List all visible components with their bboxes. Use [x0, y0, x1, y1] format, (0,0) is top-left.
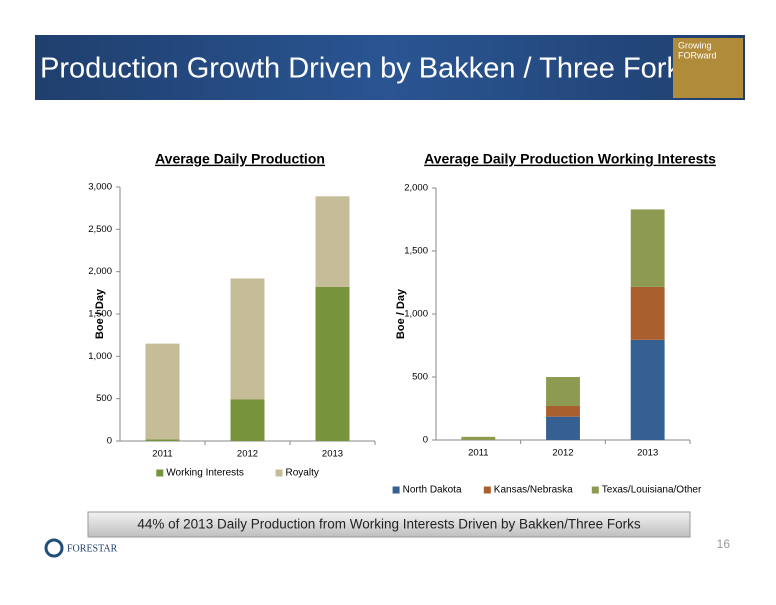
legend-label: Royalty — [286, 468, 319, 479]
footer-banner — [87, 511, 691, 538]
x-tick-label: 2012 — [552, 448, 573, 459]
x-tick-label: 2013 — [637, 448, 658, 459]
y-tick-label: 1,000 — [88, 351, 112, 362]
bar-segment — [315, 196, 350, 287]
bar-segment — [315, 286, 350, 441]
y-tick-label: 1,500 — [88, 309, 112, 320]
y-tick-label: 500 — [412, 372, 428, 383]
y-tick-label: 2,000 — [404, 183, 428, 194]
y-axis-label: Boe / Day — [94, 288, 106, 339]
legend-swatch — [275, 469, 283, 477]
y-tick-label: 0 — [423, 435, 428, 446]
y-tick-label: 1,500 — [404, 246, 428, 257]
bar-segment — [630, 339, 665, 440]
logo-text: FORward — [678, 50, 717, 60]
bar-segment — [630, 286, 665, 340]
y-tick-label: 3,000 — [88, 182, 112, 193]
chart-title: Average Daily Production — [155, 151, 325, 167]
company-logo — [44, 538, 64, 558]
bar-segment — [230, 399, 265, 441]
header-band — [35, 35, 745, 100]
y-tick-label: 0 — [107, 436, 112, 447]
bar-segment — [145, 343, 180, 440]
legend-label: Kansas/Nebraska — [494, 485, 573, 496]
footer-banner-text: 44% of 2013 Daily Production from Workin… — [137, 517, 640, 532]
bar-segment — [145, 439, 180, 441]
legend-swatch — [483, 486, 491, 494]
y-axis-label: Boe / Day — [395, 288, 407, 339]
bar-segment — [546, 416, 580, 440]
x-tick-label: 2012 — [237, 449, 258, 460]
legend-label: North Dakota — [403, 485, 462, 496]
legend-swatch — [591, 486, 599, 494]
company-name: FORESTAR — [67, 543, 118, 554]
legend-swatch — [156, 469, 164, 477]
x-tick-label: 2011 — [152, 449, 172, 460]
y-tick-label: 1,000 — [404, 309, 428, 320]
bar-segment — [461, 436, 496, 440]
x-tick-label: 2011 — [468, 448, 488, 459]
page-number: 16 — [717, 537, 731, 551]
bar-segment — [630, 209, 665, 287]
bar-segment — [546, 377, 580, 406]
y-tick-label: 2,500 — [88, 224, 112, 235]
x-tick-label: 2013 — [322, 449, 343, 460]
chart-title: Average Daily Production Working Interes… — [424, 151, 716, 167]
legend-label: Texas/Louisiana/Other — [602, 485, 702, 496]
slide-title: Production Growth Driven by Bakken / Thr… — [40, 53, 695, 85]
legend-label: Working Interests — [166, 468, 244, 479]
y-tick-label: 500 — [96, 393, 112, 404]
legend-swatch — [392, 486, 400, 494]
logo-text: Growing — [678, 40, 712, 50]
bar-segment — [230, 278, 265, 400]
y-tick-label: 2,000 — [88, 266, 112, 277]
bar-segment — [546, 405, 580, 417]
logo-box — [673, 38, 743, 98]
